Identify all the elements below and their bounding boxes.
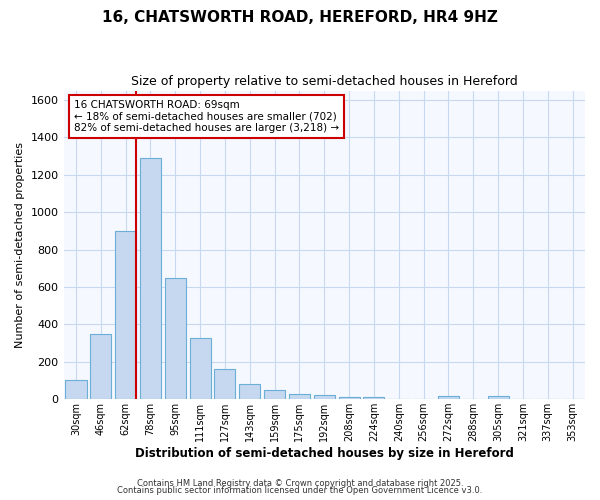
Bar xyxy=(289,394,310,399)
Bar xyxy=(338,398,359,399)
Bar xyxy=(190,338,211,399)
Bar xyxy=(364,398,385,399)
Text: 16, CHATSWORTH ROAD, HEREFORD, HR4 9HZ: 16, CHATSWORTH ROAD, HEREFORD, HR4 9HZ xyxy=(102,10,498,25)
Bar xyxy=(214,369,235,399)
Bar xyxy=(165,278,186,399)
Title: Size of property relative to semi-detached houses in Hereford: Size of property relative to semi-detach… xyxy=(131,75,518,88)
Bar xyxy=(264,390,285,399)
Text: Contains HM Land Registry data © Crown copyright and database right 2025.: Contains HM Land Registry data © Crown c… xyxy=(137,478,463,488)
X-axis label: Distribution of semi-detached houses by size in Hereford: Distribution of semi-detached houses by … xyxy=(135,447,514,460)
Text: Contains public sector information licensed under the Open Government Licence v3: Contains public sector information licen… xyxy=(118,486,482,495)
Bar xyxy=(488,396,509,399)
Text: 16 CHATSWORTH ROAD: 69sqm
← 18% of semi-detached houses are smaller (702)
82% of: 16 CHATSWORTH ROAD: 69sqm ← 18% of semi-… xyxy=(74,100,339,133)
Bar xyxy=(438,396,459,399)
Bar xyxy=(140,158,161,399)
Bar xyxy=(115,231,136,399)
Bar xyxy=(90,334,112,399)
Bar xyxy=(65,380,86,399)
Y-axis label: Number of semi-detached properties: Number of semi-detached properties xyxy=(15,142,25,348)
Bar xyxy=(314,396,335,399)
Bar xyxy=(239,384,260,399)
